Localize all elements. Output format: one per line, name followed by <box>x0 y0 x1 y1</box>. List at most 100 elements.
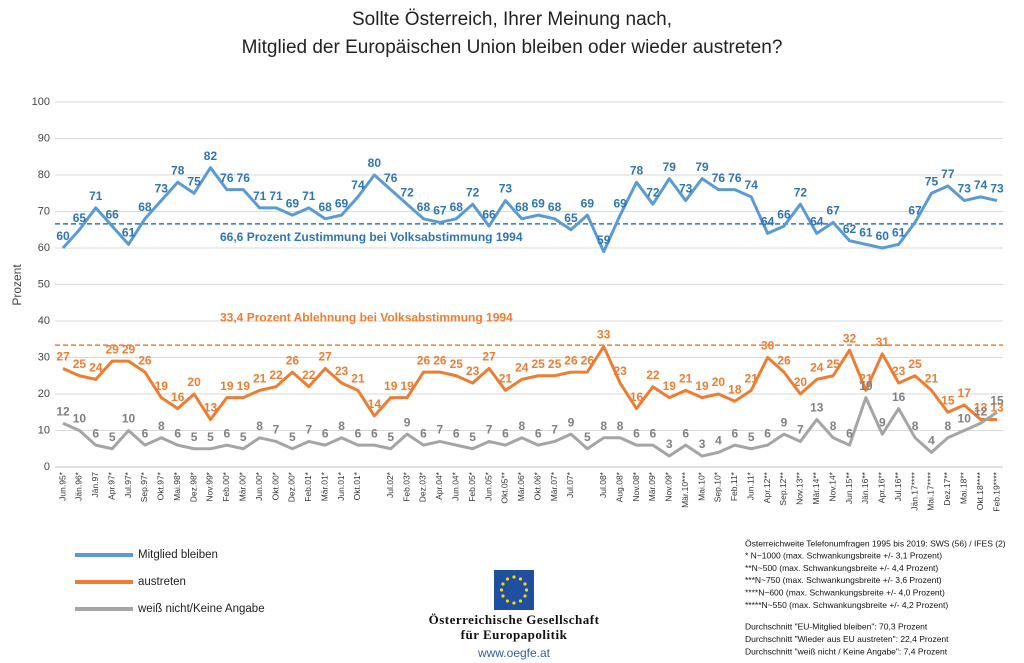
data-label: 75 <box>187 174 201 188</box>
data-label: 8 <box>158 419 165 433</box>
data-label: 72 <box>400 185 414 199</box>
x-tick-label: Mär.07* <box>549 471 559 501</box>
legend-label: weiß nicht/Keine Angabe <box>137 603 265 615</box>
data-label: 8 <box>944 419 951 433</box>
data-label: 76 <box>728 171 742 185</box>
data-label: 32 <box>843 331 857 345</box>
x-tick-label: Dez.03* <box>418 471 428 502</box>
data-label: 20 <box>187 375 201 389</box>
series-line <box>62 345 997 422</box>
data-label: 6 <box>633 426 640 440</box>
data-label: 26 <box>564 353 578 367</box>
data-label: 21 <box>253 372 267 386</box>
data-label: 16 <box>630 390 644 404</box>
data-label: 19 <box>859 379 873 393</box>
data-label: 23 <box>613 364 627 378</box>
x-tick-label: Apr.97* <box>106 471 116 500</box>
x-tick-label: Dez.00* <box>287 471 297 502</box>
note: Durchschnitt "weiß nicht / Keine Angabe"… <box>745 646 948 656</box>
data-label: 19 <box>237 379 251 393</box>
data-label: 6 <box>224 426 231 440</box>
x-tick-label: Dez.98* <box>188 471 198 502</box>
data-label: 9 <box>781 415 788 429</box>
x-tick-label: Feb.11* <box>729 471 739 501</box>
data-label: 26 <box>417 353 431 367</box>
data-label: 26 <box>581 353 595 367</box>
data-label: 77 <box>941 167 955 181</box>
x-tick-label: Okt.05** <box>500 471 510 503</box>
data-label: 5 <box>191 430 198 444</box>
data-label: 5 <box>240 430 247 444</box>
data-label: 6 <box>355 426 362 440</box>
data-label: 7 <box>486 423 493 437</box>
data-label: 26 <box>138 353 152 367</box>
data-label: 3 <box>666 437 673 451</box>
data-label: 73 <box>679 182 693 196</box>
data-label: 7 <box>437 423 444 437</box>
x-tick-label: Jun.05* <box>483 471 493 501</box>
data-label: 33 <box>597 328 611 342</box>
data-label: 25 <box>826 357 840 371</box>
data-label: 19 <box>220 379 234 393</box>
y-axis-label: Prozent <box>10 264 24 306</box>
x-tick-label: Okt.18**** <box>975 471 985 510</box>
data-label: 72 <box>646 185 660 199</box>
data-label: 23 <box>892 364 906 378</box>
x-tick-label: Dez.17** <box>942 471 952 505</box>
data-label: 8 <box>912 419 919 433</box>
data-label: 4 <box>715 434 722 448</box>
x-tick-label: Okt.97* <box>156 471 166 500</box>
data-label: 6 <box>502 426 509 440</box>
data-label: 66 <box>482 207 496 221</box>
data-label: 19 <box>400 379 414 393</box>
data-label: 26 <box>286 353 300 367</box>
data-label: 6 <box>322 426 329 440</box>
note: * N~1000 (max. Schwankungsbreite +/- 3,1… <box>745 551 942 561</box>
data-label: 21 <box>351 372 365 386</box>
x-tick-label: Apr.16** <box>877 471 887 503</box>
data-label: 71 <box>253 189 267 203</box>
data-label: 7 <box>797 423 804 437</box>
data-label: 69 <box>613 196 627 210</box>
data-label: 14 <box>368 397 382 411</box>
data-label: 68 <box>450 200 464 214</box>
x-tick-label: Feb.03* <box>401 471 411 501</box>
series-line <box>62 396 998 458</box>
x-tick-label: Jun.15** <box>844 471 854 504</box>
data-label: 6 <box>535 426 542 440</box>
x-tick-label: Okt.01* <box>352 471 362 500</box>
data-label: 21 <box>499 372 513 386</box>
x-tick-label: Nov.09* <box>664 471 674 501</box>
data-label: 68 <box>138 200 152 214</box>
data-label: 8 <box>830 419 837 433</box>
data-label: 21 <box>859 372 873 386</box>
data-label: 73 <box>499 182 513 196</box>
data-label: 12 <box>974 404 988 418</box>
data-label: 74 <box>745 178 759 192</box>
data-label: 19 <box>695 379 709 393</box>
data-label: 5 <box>748 430 755 444</box>
x-tick-label: Jul.97* <box>123 471 133 498</box>
data-label: 5 <box>469 430 476 444</box>
data-label: 5 <box>109 430 116 444</box>
y-tick-label: 20 <box>38 388 50 400</box>
x-tick-label: Feb.05* <box>467 471 477 501</box>
data-label: 75 <box>925 174 939 188</box>
x-tick-label: Sep.10* <box>713 471 723 502</box>
data-label: 78 <box>171 163 185 177</box>
data-label: 15 <box>990 393 1004 407</box>
data-label: 6 <box>682 426 689 440</box>
data-label: 73 <box>990 182 1004 196</box>
x-tick-label: Mär.14** <box>811 471 821 504</box>
data-label: 72 <box>466 185 480 199</box>
data-label: 61 <box>892 226 906 240</box>
x-tick-label: Feb.00* <box>221 471 231 501</box>
data-label: 6 <box>420 426 427 440</box>
organization: für Europapolitik <box>461 627 568 642</box>
data-label: 31 <box>876 335 890 349</box>
data-label: 19 <box>155 379 169 393</box>
x-tick-label: Mai.98* <box>172 471 182 501</box>
data-label: 76 <box>384 171 398 185</box>
data-label: 12 <box>56 404 70 418</box>
data-label: 6 <box>453 426 460 440</box>
